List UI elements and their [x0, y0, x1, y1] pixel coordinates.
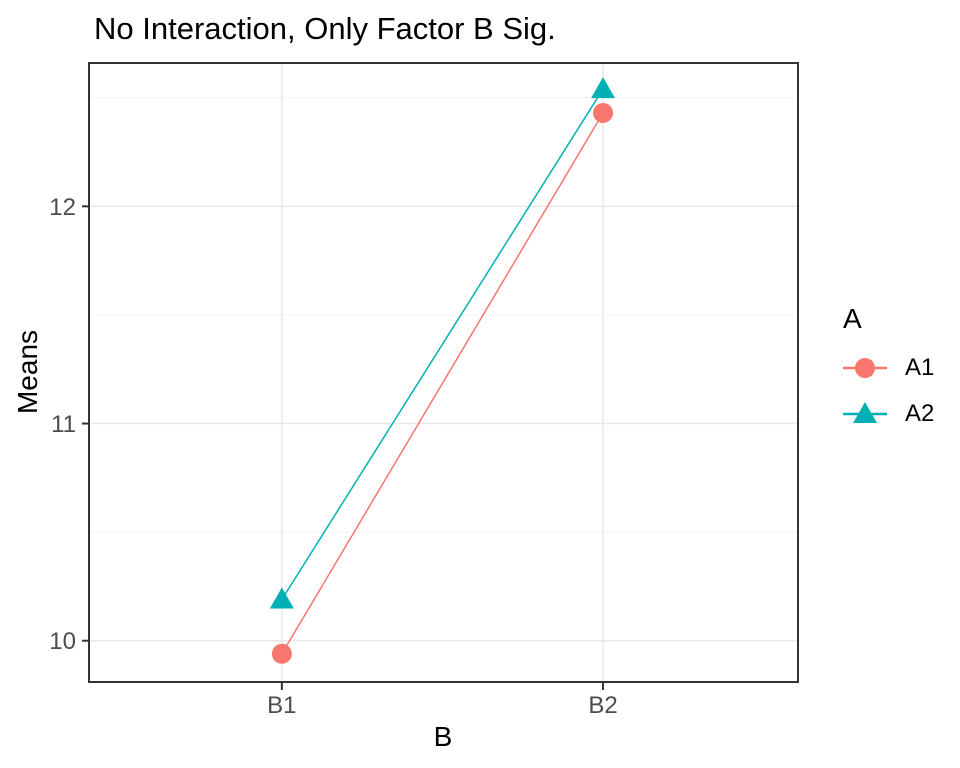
- data-point-a1-b1: [271, 643, 292, 664]
- plot-title: No Interaction, Only Factor B Sig.: [94, 11, 556, 46]
- data-point-a1-b2: [593, 102, 614, 123]
- y-axis-title: Means: [12, 329, 43, 415]
- legend: A A1 A2: [843, 303, 934, 427]
- legend-marker-a1: [855, 358, 875, 378]
- data-point-a2-b1: [269, 587, 294, 609]
- series-line-a1: [281, 112, 604, 655]
- legend-marker-a2: [853, 402, 877, 423]
- x-tick-label-b1: B1: [267, 692, 296, 719]
- panel-border: [88, 62, 799, 683]
- legend-key-triangle-icon: [843, 402, 887, 423]
- y-tick-label-12: 12: [49, 194, 76, 221]
- legend-item-a1: A1: [843, 348, 934, 388]
- legend-key-circle-icon: [843, 358, 887, 378]
- y-tick-label-10: 10: [49, 628, 76, 655]
- y-tick-label-11: 11: [51, 411, 76, 438]
- x-axis-title: B: [433, 721, 453, 752]
- legend-label-a2: A2: [905, 400, 935, 427]
- series-line-a2: [281, 88, 604, 600]
- data-point-a2-b2: [591, 77, 616, 99]
- legend-title: A: [843, 303, 862, 334]
- legend-label-a1: A1: [905, 354, 935, 381]
- x-tick-label-b2: B2: [588, 692, 617, 719]
- legend-item-a2: A2: [843, 394, 934, 434]
